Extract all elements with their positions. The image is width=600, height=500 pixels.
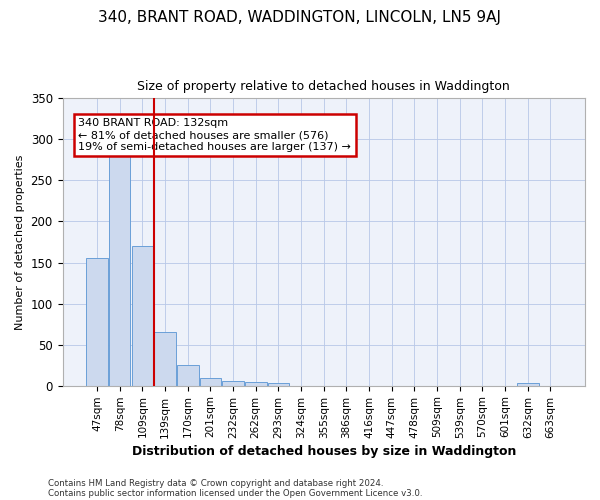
Title: Size of property relative to detached houses in Waddington: Size of property relative to detached ho… xyxy=(137,80,510,93)
Text: 340 BRANT ROAD: 132sqm
← 81% of detached houses are smaller (576)
19% of semi-de: 340 BRANT ROAD: 132sqm ← 81% of detached… xyxy=(78,118,351,152)
Bar xyxy=(245,382,266,386)
Bar xyxy=(154,332,176,386)
Bar xyxy=(177,365,199,386)
X-axis label: Distribution of detached houses by size in Waddington: Distribution of detached houses by size … xyxy=(131,444,516,458)
Y-axis label: Number of detached properties: Number of detached properties xyxy=(15,154,25,330)
Text: Contains HM Land Registry data © Crown copyright and database right 2024.: Contains HM Land Registry data © Crown c… xyxy=(48,478,383,488)
Bar xyxy=(109,150,130,386)
Text: 340, BRANT ROAD, WADDINGTON, LINCOLN, LN5 9AJ: 340, BRANT ROAD, WADDINGTON, LINCOLN, LN… xyxy=(98,10,502,25)
Bar xyxy=(268,383,289,386)
Bar xyxy=(131,246,153,386)
Bar xyxy=(517,383,539,386)
Bar xyxy=(86,258,108,386)
Bar xyxy=(200,378,221,386)
Bar xyxy=(223,381,244,386)
Text: Contains public sector information licensed under the Open Government Licence v3: Contains public sector information licen… xyxy=(48,488,422,498)
